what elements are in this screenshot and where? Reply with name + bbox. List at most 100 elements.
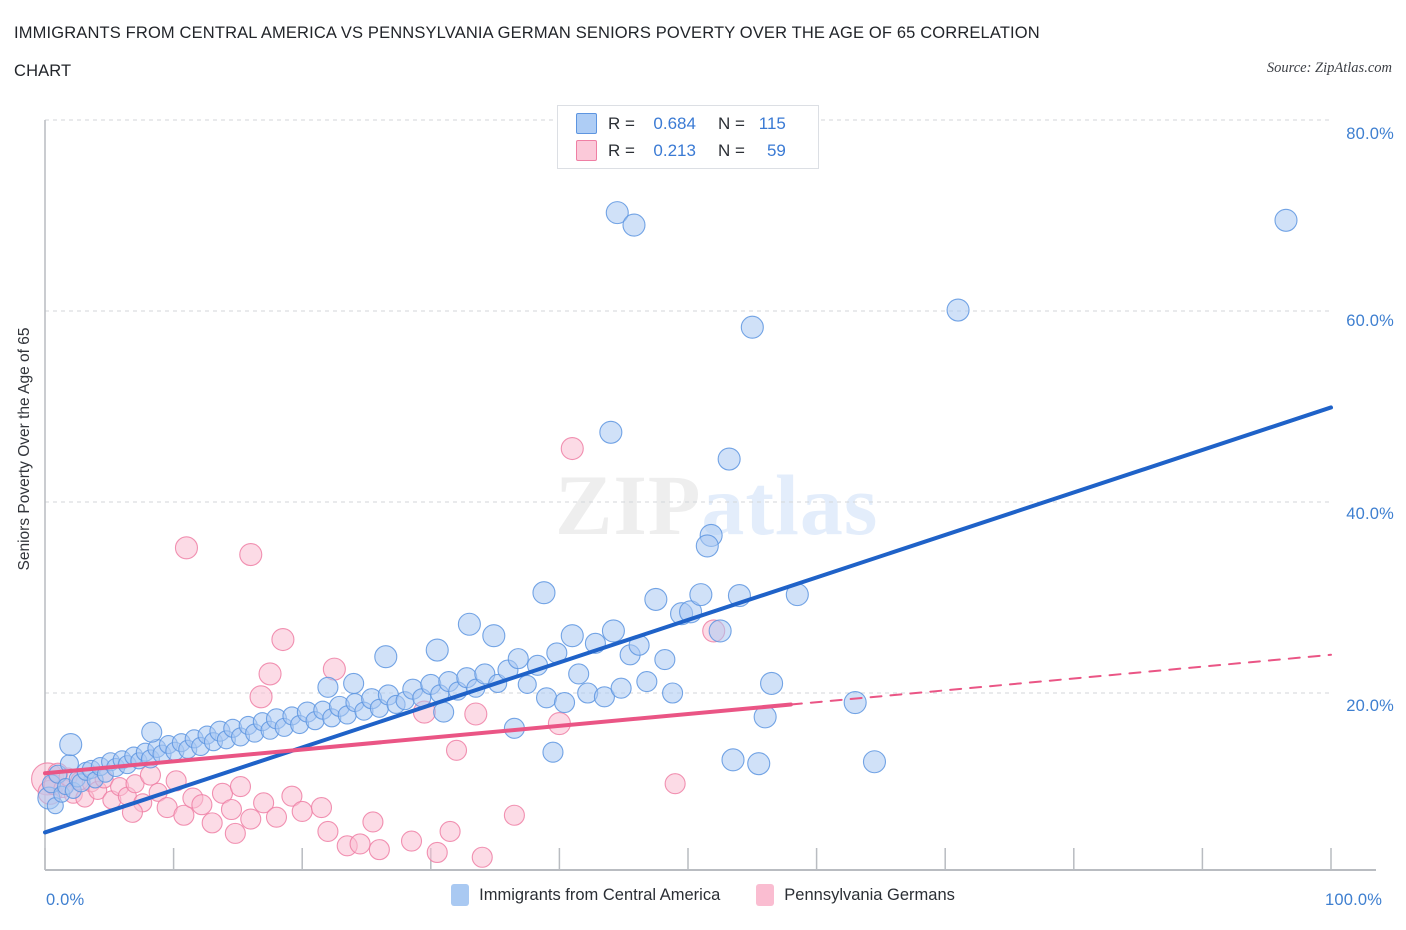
data-point (439, 820, 461, 843)
trendline-pennsylvania-germans (43, 702, 793, 776)
legend-item-immigrants[interactable]: Immigrants from Central America (451, 884, 720, 906)
data-point (553, 691, 576, 714)
data-point (253, 792, 275, 814)
data-point (605, 201, 629, 225)
n-label-pink: N = (717, 140, 745, 160)
trendline-immigrants (43, 405, 1333, 835)
data-point (141, 721, 163, 743)
title-line-2: CHART (14, 62, 72, 80)
stats-row-blue: R = 0.684 N = 115 (576, 110, 818, 137)
x-tick-min: 0.0% (46, 891, 85, 909)
data-point (568, 663, 590, 685)
y-axis-title: Seniors Poverty Over the Age of 65 (16, 327, 33, 571)
data-point (374, 645, 398, 669)
data-point (343, 672, 365, 695)
r-value-pink: 0.213 (653, 140, 696, 160)
y-tick-20: 20.0% (1346, 697, 1394, 715)
data-point (507, 648, 529, 670)
data-point (593, 686, 615, 708)
pink-series-swatch-icon (576, 140, 597, 161)
data-point (59, 733, 83, 757)
y-tick-60: 60.0% (1346, 312, 1394, 330)
data-point (717, 447, 741, 471)
data-point (482, 624, 506, 648)
data-point (457, 612, 481, 636)
stats-row-pink: R = 0.213 N = 59 (576, 137, 818, 164)
data-point (201, 812, 223, 834)
data-point (174, 536, 199, 560)
data-point (271, 627, 295, 652)
data-point (843, 690, 867, 715)
data-point (560, 436, 584, 461)
data-point (368, 839, 390, 861)
data-point (317, 820, 339, 843)
data-point (721, 748, 745, 772)
data-point (708, 619, 732, 643)
n-label-blue: N = (717, 113, 745, 133)
correlation-stats-legend: R = 0.684 N = 115 R = 0.213 N = 59 (557, 105, 819, 169)
data-point (362, 811, 384, 833)
data-point (445, 739, 468, 761)
r-label-pink: R = (608, 140, 635, 160)
data-point (517, 674, 537, 694)
legend-swatch-pink-icon (756, 884, 775, 906)
data-point (249, 685, 273, 709)
data-point (503, 804, 525, 826)
data-point (535, 687, 558, 709)
data-point (532, 581, 556, 605)
data-point (291, 800, 313, 822)
data-point (471, 846, 493, 868)
trendline-pennsylvania-germans-extrapolated (789, 653, 1332, 706)
legend-label-pennsylvania-germans: Pennsylvania Germans (784, 885, 955, 904)
data-point (610, 677, 632, 699)
legend-label-immigrants: Immigrants from Central America (479, 885, 721, 904)
data-point (239, 542, 263, 567)
x-tick-max: 100.0% (1325, 891, 1383, 909)
y-tick-40: 40.0% (1346, 505, 1394, 523)
data-point (281, 785, 303, 807)
data-point (760, 671, 784, 696)
n-value-pink: 59 (766, 140, 786, 160)
data-point (601, 619, 625, 643)
data-point (310, 797, 333, 819)
data-point (125, 774, 145, 794)
data-point (747, 752, 771, 776)
data-point (464, 702, 488, 726)
legend-item-pennsylvania-germans[interactable]: Pennsylvania Germans (756, 884, 955, 906)
data-point (1274, 208, 1298, 232)
data-point (191, 794, 213, 816)
legend-swatch-blue-icon (451, 884, 470, 906)
data-point (622, 213, 646, 237)
data-point (599, 420, 623, 444)
data-point (224, 822, 246, 844)
data-point (265, 806, 288, 828)
data-point (689, 583, 713, 607)
data-point (400, 830, 423, 852)
data-point (560, 624, 584, 648)
x-tick-marks (44, 848, 1332, 870)
data-point (695, 534, 719, 558)
data-point (240, 808, 262, 830)
data-point (425, 638, 449, 662)
data-point (258, 662, 282, 686)
data-point (317, 676, 339, 698)
data-point (654, 649, 676, 671)
n-value-blue: 115 (758, 113, 786, 133)
data-point (220, 798, 243, 821)
data-point (636, 670, 658, 693)
data-point (349, 833, 371, 855)
data-point (173, 804, 195, 826)
data-point (664, 773, 686, 795)
data-point (662, 682, 684, 704)
data-point (946, 298, 970, 322)
data-point (426, 841, 448, 864)
data-point (862, 750, 887, 774)
series-points-pennsylvania-germans (31, 436, 726, 868)
data-point (229, 776, 252, 798)
blue-series-swatch-icon (576, 113, 597, 134)
y-tick-80: 80.0% (1346, 125, 1394, 143)
title-line-1: IMMIGRANTS FROM CENTRAL AMERICA VS PENNS… (14, 24, 1040, 42)
series-points-immigrants (37, 201, 1298, 815)
data-point (740, 315, 764, 339)
r-label-blue: R = (608, 113, 635, 133)
